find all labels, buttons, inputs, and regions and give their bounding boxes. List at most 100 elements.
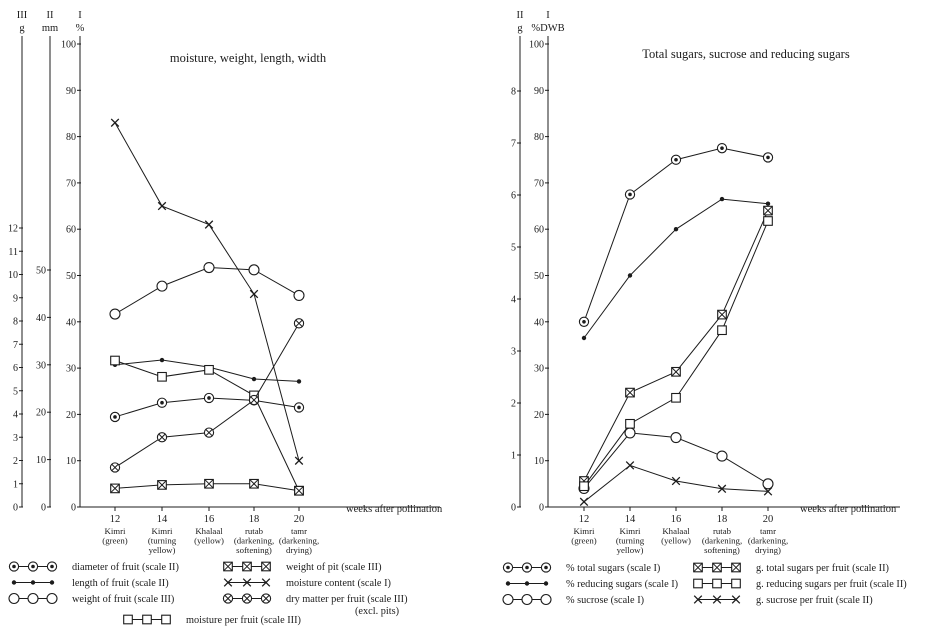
tick-label: 40	[534, 317, 544, 328]
tick-label: 50	[534, 271, 544, 282]
marker-square-x	[242, 561, 252, 572]
legend-item-g-sucrose-per-fruit-scale-ii: g. sucrose per fruit (scale II)	[693, 595, 873, 606]
marker-dot	[296, 379, 302, 384]
legend-label: moisture content (scale I)	[286, 578, 391, 589]
marker-circle-x	[241, 593, 253, 604]
tick-label: 30	[36, 360, 46, 371]
tick-label: 20	[534, 410, 544, 421]
legend-item-moisture-per-fruit-scale-iii: moisture per fruit (scale III)	[123, 614, 301, 626]
x-axis: 12Kimri(green)14Kimri(turningyellow)16Kh…	[80, 504, 443, 555]
marker-dot	[673, 227, 679, 232]
marker-dot	[719, 196, 725, 202]
marker-x	[242, 578, 252, 587]
legend-item-g-total-sugars-per-fruit-scale-ii: g. total sugars per fruit (scale II)	[693, 562, 889, 574]
marker-circle-dot	[521, 562, 533, 573]
series-g-total-sugars-per-fruit	[579, 205, 773, 486]
stage-label: rutab	[245, 526, 264, 536]
series-line	[583, 147, 769, 322]
marker-square-x	[294, 485, 304, 496]
stage-label: (green)	[571, 536, 596, 546]
x-tick-label: 16	[671, 514, 682, 525]
marker-square-x	[110, 483, 120, 494]
stage-label: (turning	[616, 536, 645, 546]
stage-label: (turning	[148, 536, 177, 546]
marker-square-x	[249, 478, 259, 489]
marker-square	[625, 418, 635, 429]
stage-label: drying)	[755, 545, 781, 555]
axis-unit: g	[517, 23, 523, 34]
tick-label: 10	[36, 455, 46, 466]
x-tick-label: 14	[157, 514, 168, 525]
legend-label: g. total sugars per fruit (scale II)	[756, 563, 889, 574]
marker-square-x	[671, 366, 681, 377]
series-line	[114, 122, 300, 461]
series-moisture-content	[110, 118, 304, 465]
marker-x	[294, 456, 304, 465]
marker-square	[157, 371, 167, 382]
x-tick-label: 20	[763, 514, 774, 525]
marker-square	[110, 355, 120, 366]
legend-label: % reducing sugars (scale I)	[566, 579, 678, 590]
tick-label: 11	[8, 247, 18, 258]
tick-label: 100	[61, 40, 76, 51]
marker-circle-x	[222, 593, 234, 604]
marker-circle	[27, 592, 39, 605]
marker-x	[712, 595, 722, 604]
x-tick-label: 12	[579, 514, 590, 525]
series-weight-of-fruit	[109, 261, 305, 320]
series-reducing-sugars	[581, 196, 771, 341]
legend-label: g. reducing sugars per fruit (scale II)	[756, 579, 907, 590]
tick-label: 70	[534, 178, 544, 189]
tick-label: 5	[13, 386, 18, 397]
marker-circle	[8, 592, 20, 605]
marker-square-x	[223, 561, 233, 572]
stage-label: (green)	[102, 536, 127, 546]
marker-dot	[581, 335, 587, 341]
marker-circle-dot	[502, 562, 514, 573]
legend-item-diameter-of-fruit-scale-ii: diameter of fruit (scale II)	[8, 561, 179, 573]
series-moisture-per-fruit	[110, 355, 304, 496]
marker-square-x	[763, 205, 773, 216]
marker-square	[123, 614, 133, 625]
marker-square	[161, 614, 171, 625]
tick-label: 3	[511, 347, 516, 358]
axis-name: II	[47, 10, 54, 21]
series-dry-matter-per-fruit	[109, 318, 305, 473]
marker-square	[671, 392, 681, 403]
legend-item-sucrose-scale-i: % sucrose (scale I)	[502, 593, 644, 606]
legend-item-total-sugars-scale-i: % total sugars (scale I)	[502, 562, 660, 574]
axis-name: III	[17, 10, 28, 21]
marker-circle-dot	[156, 397, 168, 408]
marker-circle-dot	[8, 561, 20, 572]
marker-dot	[505, 581, 511, 586]
chart-right: Total sugars, sucrose and reducing sugar…	[502, 10, 907, 606]
marker-circle-dot	[293, 402, 305, 413]
x-tick-label: 16	[204, 514, 215, 525]
stage-label: Kimri	[151, 526, 173, 536]
marker-square	[579, 481, 589, 492]
tick-label: 90	[534, 86, 544, 97]
legend-item-length-of-fruit-scale-ii: length of fruit (scale II)	[11, 578, 169, 589]
legend-note: (excl. pits)	[355, 606, 399, 617]
marker-circle	[248, 264, 260, 276]
series-sucrose	[578, 427, 774, 495]
stage-label: rutab	[713, 526, 732, 536]
stage-label: Khalaal	[662, 526, 690, 536]
tick-label: 1	[511, 451, 516, 462]
marker-dot	[251, 376, 257, 382]
legend-item-g-reducing-sugars-per-fruit-scale-ii: g. reducing sugars per fruit (scale II)	[693, 578, 907, 590]
x-axis-label: weeks after pollination	[346, 504, 443, 515]
legend-label: dry matter per fruit (scale III)	[286, 594, 408, 605]
stage-label: (darkening,	[279, 536, 319, 546]
marker-circle	[521, 593, 533, 606]
marker-circle	[109, 308, 121, 320]
marker-dot	[524, 581, 530, 586]
legend-label: length of fruit (scale II)	[72, 578, 169, 589]
marker-square	[204, 364, 214, 375]
marker-circle-dot	[27, 561, 39, 572]
legend-item-weight-of-pit-scale-iii: weight of pit (scale III)	[223, 561, 382, 573]
tick-label: 70	[66, 178, 76, 189]
marker-square	[763, 216, 773, 226]
x-tick-label: 12	[110, 514, 121, 525]
tick-label: 6	[13, 363, 18, 374]
